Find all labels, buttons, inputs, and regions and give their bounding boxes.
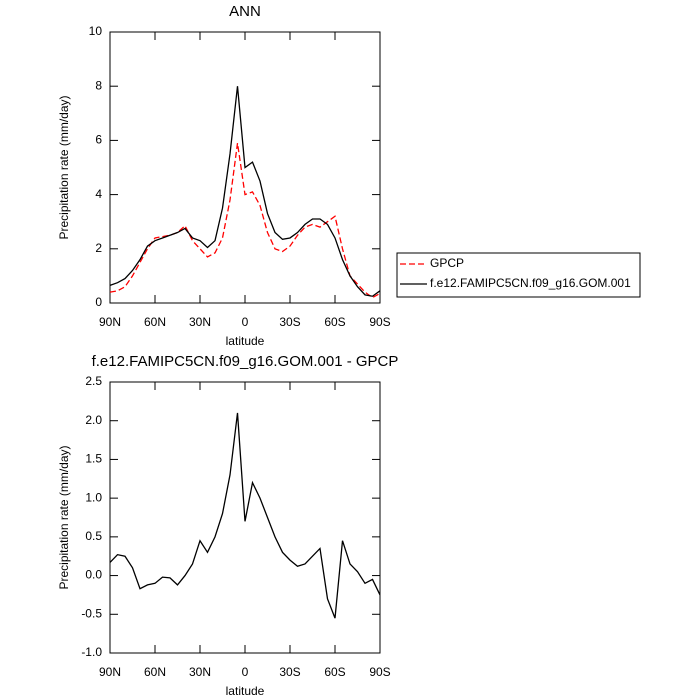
x-axis-label: latitude bbox=[226, 684, 265, 698]
y-tick-label: 0.0 bbox=[85, 568, 102, 582]
y-tick-label: 10 bbox=[89, 24, 103, 38]
y-tick-label: 6 bbox=[95, 133, 102, 147]
x-tick-label: 0 bbox=[242, 665, 249, 679]
x-tick-label: 0 bbox=[242, 315, 249, 329]
x-tick-label: 90N bbox=[99, 315, 121, 329]
data-line bbox=[109, 412, 381, 619]
x-tick-label: 30N bbox=[189, 665, 211, 679]
x-tick-label: 90S bbox=[369, 665, 390, 679]
x-tick-label: 90N bbox=[99, 665, 121, 679]
plot-frame bbox=[109, 31, 381, 304]
x-tick-label: 60N bbox=[144, 315, 166, 329]
x-tick-label: 30N bbox=[189, 315, 211, 329]
y-tick-label: 0.5 bbox=[85, 529, 102, 543]
y-tick-label: 2.0 bbox=[85, 413, 102, 427]
x-tick-label: 90S bbox=[369, 315, 390, 329]
x-tick-label: 60N bbox=[144, 665, 166, 679]
legend-label: f.e12.FAMIPC5CN.f09_g16.GOM.001 bbox=[430, 276, 631, 290]
legend-box bbox=[396, 252, 641, 298]
chart-title: f.e12.FAMIPC5CN.f09_g16.GOM.001 - GPCP bbox=[92, 353, 399, 370]
x-tick-label: 30S bbox=[279, 315, 300, 329]
x-axis-label: latitude bbox=[226, 334, 265, 348]
y-tick-label: 1.0 bbox=[85, 490, 102, 504]
y-tick-label: 0 bbox=[95, 295, 102, 309]
y-axis-label: Precipitation rate (mm/day) bbox=[57, 445, 71, 589]
legend-label: GPCP bbox=[430, 256, 464, 270]
y-axis-label: Precipitation rate (mm/day) bbox=[57, 95, 71, 239]
y-tick-label: 2.5 bbox=[85, 374, 102, 388]
y-tick-label: 4 bbox=[95, 187, 102, 201]
chart-title: ANN bbox=[229, 3, 261, 20]
plot-frame bbox=[109, 381, 381, 654]
x-tick-label: 30S bbox=[279, 665, 300, 679]
y-tick-label: 2 bbox=[95, 241, 102, 255]
data-line bbox=[109, 86, 381, 297]
x-tick-label: 60S bbox=[324, 315, 345, 329]
y-tick-label: 1.5 bbox=[85, 452, 102, 466]
x-tick-label: 60S bbox=[324, 665, 345, 679]
y-tick-label: -1.0 bbox=[81, 645, 102, 659]
data-line bbox=[109, 143, 381, 299]
y-tick-label: 8 bbox=[95, 78, 102, 92]
y-tick-label: -0.5 bbox=[81, 606, 102, 620]
